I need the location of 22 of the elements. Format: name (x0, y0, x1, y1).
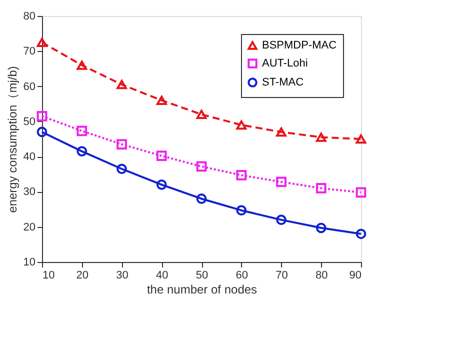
x-tick-label: 70 (276, 270, 288, 282)
y-tick-label: 40 (23, 151, 36, 164)
y-tick-label: 60 (23, 80, 36, 93)
x-tick-label: 50 (196, 270, 208, 282)
x-tick-label: 30 (116, 270, 128, 282)
x-tick-label: 20 (76, 270, 88, 282)
y-tick-label: 70 (23, 46, 36, 58)
x-tick-label: 40 (156, 270, 168, 282)
legend-label: AUT-Lohi (262, 58, 308, 70)
legend-label: ST-MAC (262, 76, 304, 88)
x-axis-title: the number of nodes (146, 282, 258, 296)
y-tick-label: 50 (23, 116, 36, 128)
x-tick-label: 60 (236, 270, 248, 282)
legend-label: BSPMDP-MAC (262, 40, 337, 52)
x-tick-label: 80 (316, 270, 328, 282)
y-axis-title: energy consumption（mj/b) (5, 66, 20, 213)
y-tick-label: 30 (23, 186, 36, 198)
x-tick-label: 90 (349, 270, 362, 282)
y-tick-label: 10 (23, 256, 36, 268)
x-tick-label: 10 (42, 270, 55, 282)
y-tick-label: 20 (23, 221, 36, 234)
y-tick-label: 80 (23, 10, 36, 22)
